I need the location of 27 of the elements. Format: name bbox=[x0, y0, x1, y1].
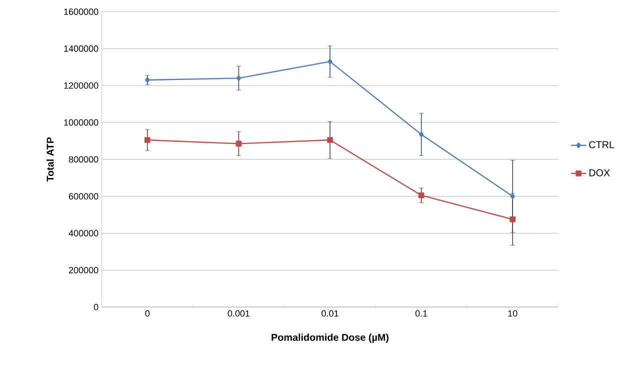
point bbox=[236, 75, 242, 82]
y-tick-label: 400000 bbox=[68, 230, 98, 236]
legend-label: DOX bbox=[589, 169, 610, 176]
y-tick-label: 800000 bbox=[68, 156, 98, 163]
legend-label: CTRL bbox=[589, 141, 614, 148]
y-tick-label: 1400000 bbox=[64, 45, 98, 52]
x-tick-label: 0.001 bbox=[228, 310, 250, 317]
point bbox=[510, 216, 516, 222]
x-tick-label: 0.01 bbox=[322, 310, 338, 317]
y-tick-label: 1000000 bbox=[64, 119, 98, 126]
point bbox=[236, 140, 242, 147]
x-tick-label: 10 bbox=[508, 310, 518, 317]
point bbox=[145, 77, 150, 83]
y-tick-label: 1200000 bbox=[64, 82, 98, 89]
y-tick-label: 200000 bbox=[68, 266, 98, 274]
point bbox=[327, 137, 333, 143]
y-tick-label: 600000 bbox=[68, 193, 98, 200]
y-tick-label: 1600000 bbox=[64, 8, 98, 15]
point bbox=[418, 131, 424, 138]
y-tick-label: 0 bbox=[94, 304, 98, 310]
point bbox=[418, 192, 424, 198]
x-axis-title: Pomalidomide Dose (µM) bbox=[272, 334, 389, 343]
point bbox=[328, 58, 332, 64]
point bbox=[144, 137, 150, 143]
x-tick-label: 0.1 bbox=[415, 310, 428, 317]
x-tick-label: 0 bbox=[145, 310, 150, 317]
y-axis-title: Total ATP bbox=[46, 137, 54, 182]
